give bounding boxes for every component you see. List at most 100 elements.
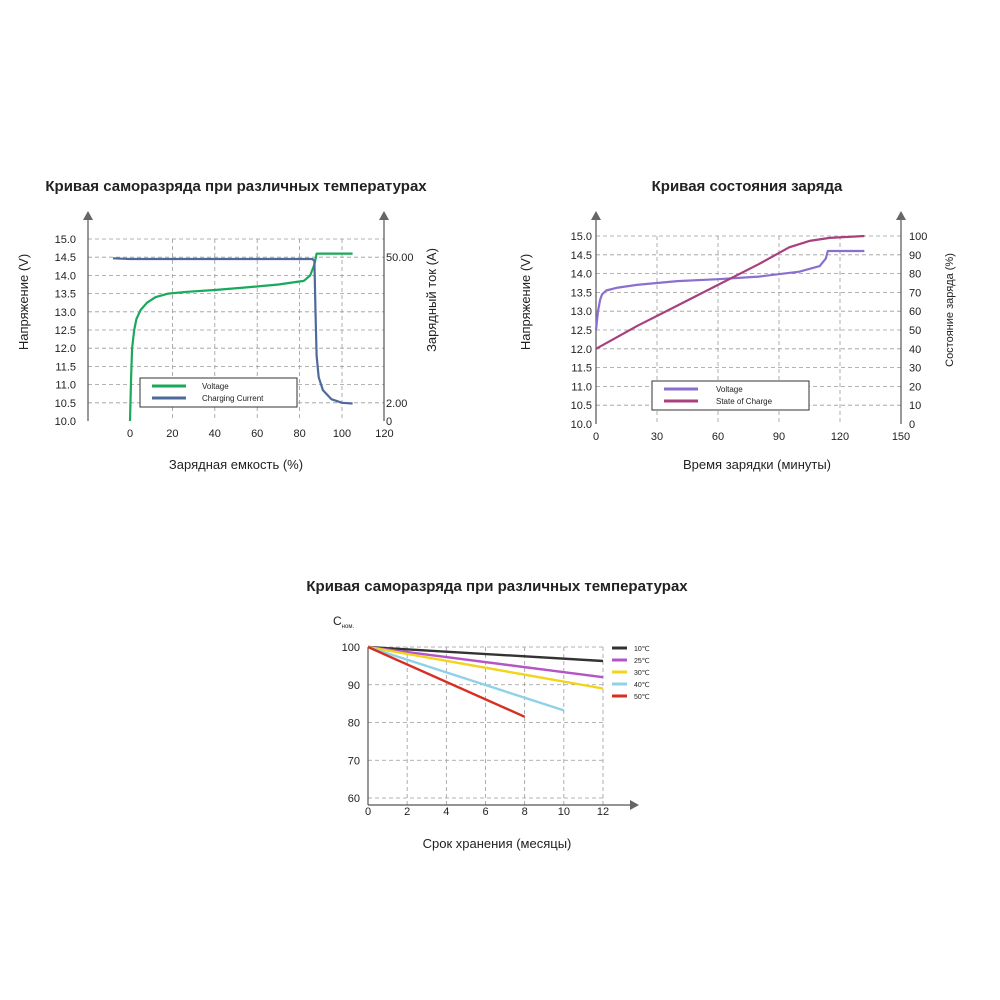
chart2-y2tick: 100 — [909, 231, 927, 243]
chart2-y2tick: 10 — [909, 400, 921, 412]
chart3-legend-label: 40℃ — [634, 682, 650, 689]
chart3-xtick: 2 — [404, 806, 410, 818]
chart3-legend-label: 10℃ — [634, 646, 650, 653]
chart3-xtick: 12 — [597, 806, 609, 818]
chart1-ytick: 11.5 — [55, 361, 76, 373]
chart2-legend-box — [651, 380, 810, 411]
chart1-title: Кривая саморазряда при различных темпера… — [45, 178, 427, 195]
chart2-xlabel: Время зарядки (минуты) — [683, 457, 831, 472]
chart3-legend-label: 30℃ — [634, 670, 650, 677]
chart3-series-40c — [367, 645, 565, 712]
chart1-ytick: 13.5 — [55, 289, 76, 301]
chart2-ylabel: Напряжение (V) — [518, 254, 533, 350]
chart1-xtick: 120 — [375, 428, 393, 440]
chart2-xtick: 120 — [831, 431, 849, 443]
chart2-ytick: 11.0 — [571, 381, 592, 393]
chart2-y2tick: 50 — [909, 325, 921, 337]
chart3-xlabel: Срок хранения (месяцы) — [423, 836, 572, 851]
chart-charge-capacity: Кривая саморазряда при различных темпера… — [16, 178, 439, 472]
chart3-legend: 10℃ 25℃ 30℃ 40℃ 50℃ — [612, 646, 650, 701]
chart3-series-10c — [367, 645, 604, 663]
chart2-xtick: 0 — [593, 431, 599, 443]
chart3-ylabel-main: C — [333, 614, 342, 628]
chart1-y2tick: 50.00 — [386, 252, 414, 264]
chart2-xtick: 30 — [651, 431, 663, 443]
chart2-series-soc — [595, 234, 865, 350]
chart1-xtick: 60 — [251, 428, 263, 440]
chart1-xlabel: Зарядная емкость (%) — [169, 457, 303, 472]
chart1-ytick: 14.0 — [55, 270, 76, 282]
chart3-x-arrow — [630, 800, 639, 810]
chart2-xtick: 90 — [773, 431, 785, 443]
chart2-xtick: 150 — [892, 431, 910, 443]
chart2-legend-soc: State of Charge — [716, 397, 773, 406]
chart2-y2tick: 30 — [909, 363, 921, 375]
chart2-legend: Voltage State of Charge — [651, 380, 810, 411]
chart1-ylabel: Напряжение (V) — [16, 254, 31, 350]
chart2-y2tick: 40 — [909, 344, 921, 356]
chart3-ytick: 90 — [348, 680, 360, 692]
chart2-series-voltage — [594, 249, 865, 331]
chart2-y2tick: 70 — [909, 287, 921, 299]
chart1-ytick: 15.0 — [55, 234, 76, 246]
chart1-xtick: 20 — [166, 428, 178, 440]
chart-state-of-charge: Кривая состояния заряда 10.0 10.5 11.0 11.5… — [518, 178, 956, 472]
chart1-xtick: 0 — [127, 428, 133, 440]
chart1-y2tick: 0 — [386, 416, 392, 428]
chart3-ytick: 60 — [348, 793, 360, 805]
chart1-legend-voltage: Voltage — [202, 382, 229, 391]
chart1-ytick: 10.0 — [55, 416, 76, 428]
chart1-series-voltage — [128, 252, 353, 422]
chart2-ytick: 12.0 — [571, 344, 592, 356]
chart3-series-30c — [367, 645, 604, 690]
chart2-ytick: 13.0 — [571, 306, 592, 318]
chart2-ytick: 12.5 — [571, 325, 592, 337]
chart1-ytick: 10.5 — [55, 398, 76, 410]
chart2-xtick: 60 — [712, 431, 724, 443]
chart1-ytick: 12.5 — [55, 325, 76, 337]
chart2-legend-voltage: Voltage — [716, 385, 743, 394]
chart2-ytick: 11.5 — [571, 363, 592, 375]
chart3-series-50c — [367, 645, 526, 718]
chart1-ytick: 13.0 — [55, 307, 76, 319]
chart1-y2-arrow — [379, 211, 389, 220]
chart2-title: Кривая состояния заряда — [652, 178, 843, 195]
chart1-y2tick: 2.00 — [386, 398, 407, 410]
chart1-xtick: 40 — [209, 428, 221, 440]
chart2-ytick: 10.0 — [571, 419, 592, 431]
chart3-ytick: 80 — [348, 718, 360, 730]
chart1-y2label: Зарядный ток (A) — [424, 248, 439, 352]
chart1-legend-current: Charging Current — [202, 394, 264, 403]
chart1-xtick: 80 — [293, 428, 305, 440]
chart3-xtick: 6 — [482, 806, 488, 818]
chart2-y2label: Состояние заряда (%) — [944, 253, 956, 367]
chart3-ytick: 70 — [348, 755, 360, 767]
chart3-xtick: 4 — [443, 806, 449, 818]
chart3-ytick: 100 — [342, 642, 360, 654]
chart2-y-arrow — [591, 211, 601, 220]
chart2-ytick: 13.5 — [571, 287, 592, 299]
chart1-xtick: 100 — [333, 428, 351, 440]
chart1-series-current — [112, 257, 353, 405]
chart3-xtick: 0 — [365, 806, 371, 818]
chart1-legend: Voltage Charging Current — [139, 377, 298, 408]
chart2-y2tick: 80 — [909, 269, 921, 281]
chart3-xtick: 10 — [558, 806, 570, 818]
chart3-title: Кривая саморазряда при различных темпера… — [306, 578, 688, 595]
chart3-ylabel: Cном. — [333, 614, 354, 630]
chart1-y-arrow — [83, 211, 93, 220]
chart2-y2-arrow — [896, 211, 906, 220]
chart2-y2tick: 20 — [909, 381, 921, 393]
chart3-legend-label: 50℃ — [634, 694, 650, 701]
chart3-xtick: 8 — [522, 806, 528, 818]
chart2-y2tick: 90 — [909, 250, 921, 262]
chart-self-discharge: Кривая саморазряда при различных темпера… — [306, 578, 688, 851]
chart2-ytick: 14.0 — [571, 269, 592, 281]
chart1-ytick: 12.0 — [55, 343, 76, 355]
chart1-legend-box — [139, 377, 298, 408]
chart3-legend-label: 25℃ — [634, 658, 650, 665]
chart3-series-25c — [367, 645, 604, 679]
chart2-ytick: 15.0 — [571, 231, 592, 243]
chart2-y2tick: 60 — [909, 306, 921, 318]
